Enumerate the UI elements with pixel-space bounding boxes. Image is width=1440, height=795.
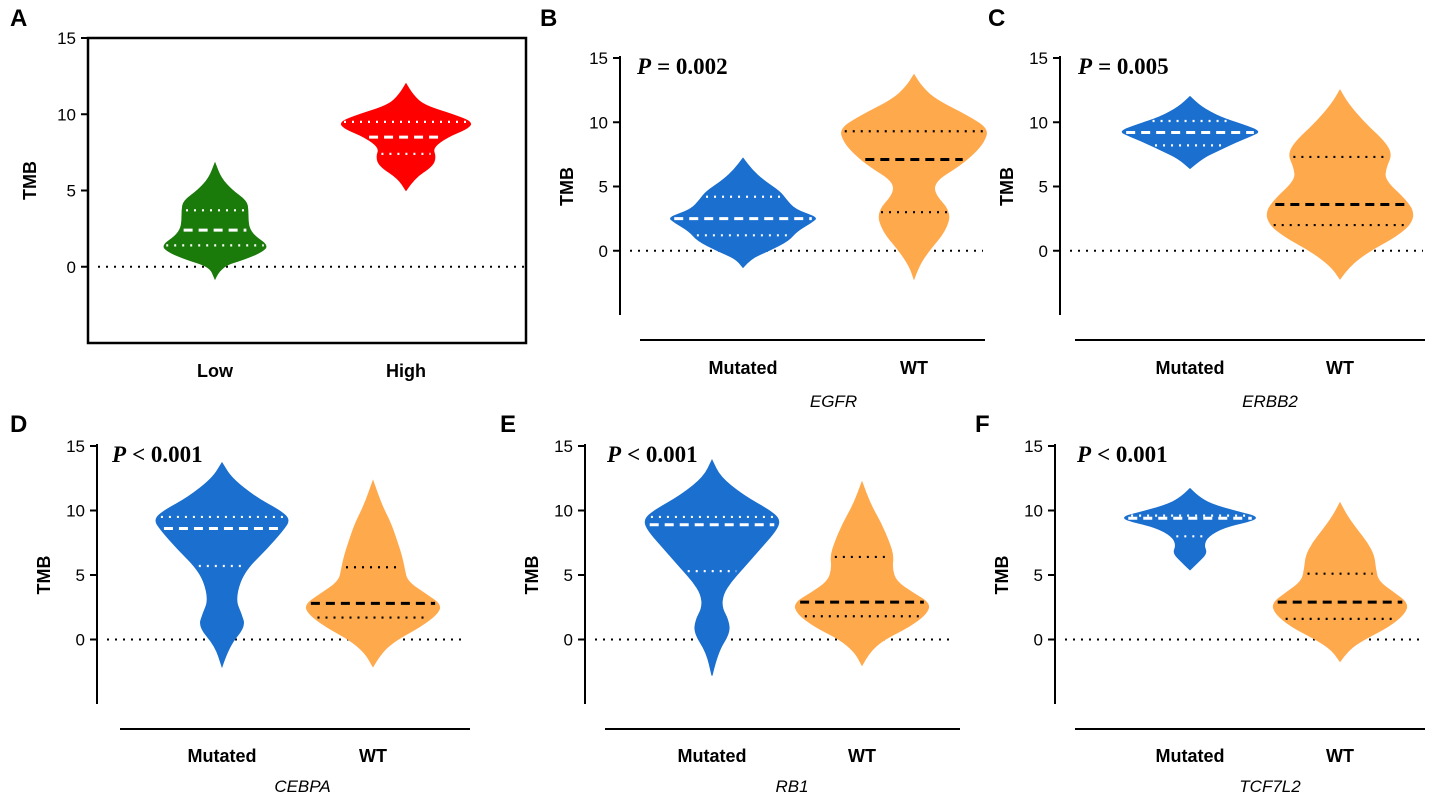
y-tick-label: 0 — [1034, 631, 1043, 650]
y-axis-label: TMB — [34, 556, 54, 595]
panel-b: B 15 10 5 0 TMB Mutated WT EGFR P = 0.002 — [540, 5, 987, 411]
y-tick-label: 15 — [1024, 437, 1043, 456]
y-tick-label: 10 — [1024, 502, 1043, 521]
y-tick-label: 15 — [57, 29, 76, 48]
y-tick-label: 0 — [67, 258, 76, 277]
y-tick-label: 10 — [1029, 113, 1048, 132]
panel-letter: E — [500, 411, 516, 438]
violin-mutated — [155, 461, 289, 669]
y-axis-label: TMB — [992, 556, 1012, 595]
panel-letter: C — [988, 5, 1005, 32]
p-value-text: < 0.001 — [132, 442, 203, 467]
violin-wt — [794, 480, 930, 667]
panel-e: E 15 10 5 0 TMB Mutated WT RB1 P < 0.001 — [500, 411, 960, 795]
y-tick-label: 10 — [66, 502, 85, 521]
p-symbol: P — [606, 442, 622, 467]
panel-letter: B — [540, 5, 557, 32]
p-symbol: P — [111, 442, 127, 467]
y-tick-label: 5 — [67, 182, 76, 201]
x-axis-gene-label: CEBPA — [274, 777, 330, 795]
x-axis-gene-label: TCF7L2 — [1239, 777, 1301, 795]
y-tick-label: 5 — [76, 566, 85, 585]
p-value-text: = 0.005 — [1098, 54, 1169, 79]
x-axis-gene-label: ERBB2 — [1242, 392, 1298, 411]
category-label: WT — [900, 358, 928, 378]
x-axis-gene-label: EGFR — [810, 392, 857, 411]
violin-mutated — [1124, 487, 1256, 571]
p-value-text: < 0.001 — [1097, 442, 1168, 467]
violin-body — [1272, 501, 1408, 663]
panel-d: D 15 10 5 0 TMB Mutated WT CEBPA P < 0.001 — [10, 411, 470, 795]
category-label: Mutated — [1156, 746, 1225, 766]
y-tick-label: 0 — [1039, 242, 1048, 261]
y-tick-label: 15 — [66, 437, 85, 456]
p-value-annotation: P < 0.001 — [1076, 442, 1168, 467]
panel-letter: A — [10, 5, 27, 32]
category-label: WT — [359, 746, 387, 766]
category-label: WT — [848, 746, 876, 766]
p-symbol: P — [1076, 442, 1092, 467]
y-axis-label: TMB — [997, 167, 1017, 206]
violin-high — [340, 82, 472, 192]
panel-letter: D — [10, 411, 27, 438]
y-tick-label: 15 — [554, 437, 573, 456]
category-label: WT — [1326, 358, 1354, 378]
y-tick-label: 5 — [1039, 178, 1048, 197]
category-label: Mutated — [188, 746, 257, 766]
p-value-text: < 0.001 — [627, 442, 698, 467]
p-value-annotation: P < 0.001 — [606, 442, 698, 467]
p-value-annotation: P = 0.005 — [1077, 54, 1169, 79]
p-value-annotation: P < 0.001 — [111, 442, 203, 467]
y-tick-label: 0 — [599, 242, 608, 261]
y-axis-label: TMB — [20, 161, 40, 200]
violin-body — [841, 73, 987, 281]
category-label: Mutated — [678, 746, 747, 766]
violin-body — [155, 461, 289, 669]
violin-body — [1124, 487, 1256, 571]
violin-body — [794, 480, 930, 667]
violin-low — [163, 161, 267, 281]
panel-c: C 15 10 5 0 TMB Mutated WT ERBB2 P = 0.005 — [988, 5, 1425, 411]
y-tick-label: 5 — [599, 178, 608, 197]
violin-wt — [1272, 501, 1408, 663]
y-axis-label: TMB — [522, 556, 542, 595]
category-label: WT — [1326, 746, 1354, 766]
violin-body — [670, 157, 816, 269]
violin-wt — [841, 73, 987, 281]
violin-body — [163, 161, 267, 281]
x-axis-gene-label: RB1 — [775, 777, 808, 795]
y-tick-label: 10 — [554, 502, 573, 521]
plot-frame — [86, 36, 528, 345]
category-label: Mutated — [709, 358, 778, 378]
panel-f: F 15 10 5 0 TMB Mutated WT TCF7L2 P < 0.001 — [975, 411, 1425, 795]
category-label: Low — [197, 361, 234, 381]
y-axis-label: TMB — [557, 167, 577, 206]
category-label: Mutated — [1156, 358, 1225, 378]
violin-wt — [1266, 89, 1414, 280]
p-value-annotation: P = 0.002 — [636, 54, 728, 79]
violin-body — [305, 479, 441, 668]
category-label: High — [386, 361, 426, 381]
p-symbol: P — [636, 54, 652, 79]
violin-mutated — [644, 459, 780, 676]
y-tick-label: 15 — [1029, 49, 1048, 68]
y-tick-label: 5 — [564, 566, 573, 585]
violin-mutated — [1121, 95, 1259, 170]
violin-body — [644, 459, 780, 676]
y-tick-label: 10 — [57, 105, 76, 124]
y-tick-label: 0 — [564, 631, 573, 650]
panel-letter: F — [975, 411, 990, 438]
violin-mutated — [670, 157, 816, 269]
y-tick-label: 5 — [1034, 566, 1043, 585]
violin-wt — [305, 479, 441, 668]
y-tick-label: 0 — [76, 631, 85, 650]
panel-a: A 15 10 5 0 TMB Low High — [10, 5, 528, 381]
y-tick-label: 15 — [589, 49, 608, 68]
p-symbol: P — [1077, 54, 1093, 79]
y-tick-label: 10 — [589, 113, 608, 132]
p-value-text: = 0.002 — [657, 54, 728, 79]
violin-body — [1266, 89, 1414, 280]
